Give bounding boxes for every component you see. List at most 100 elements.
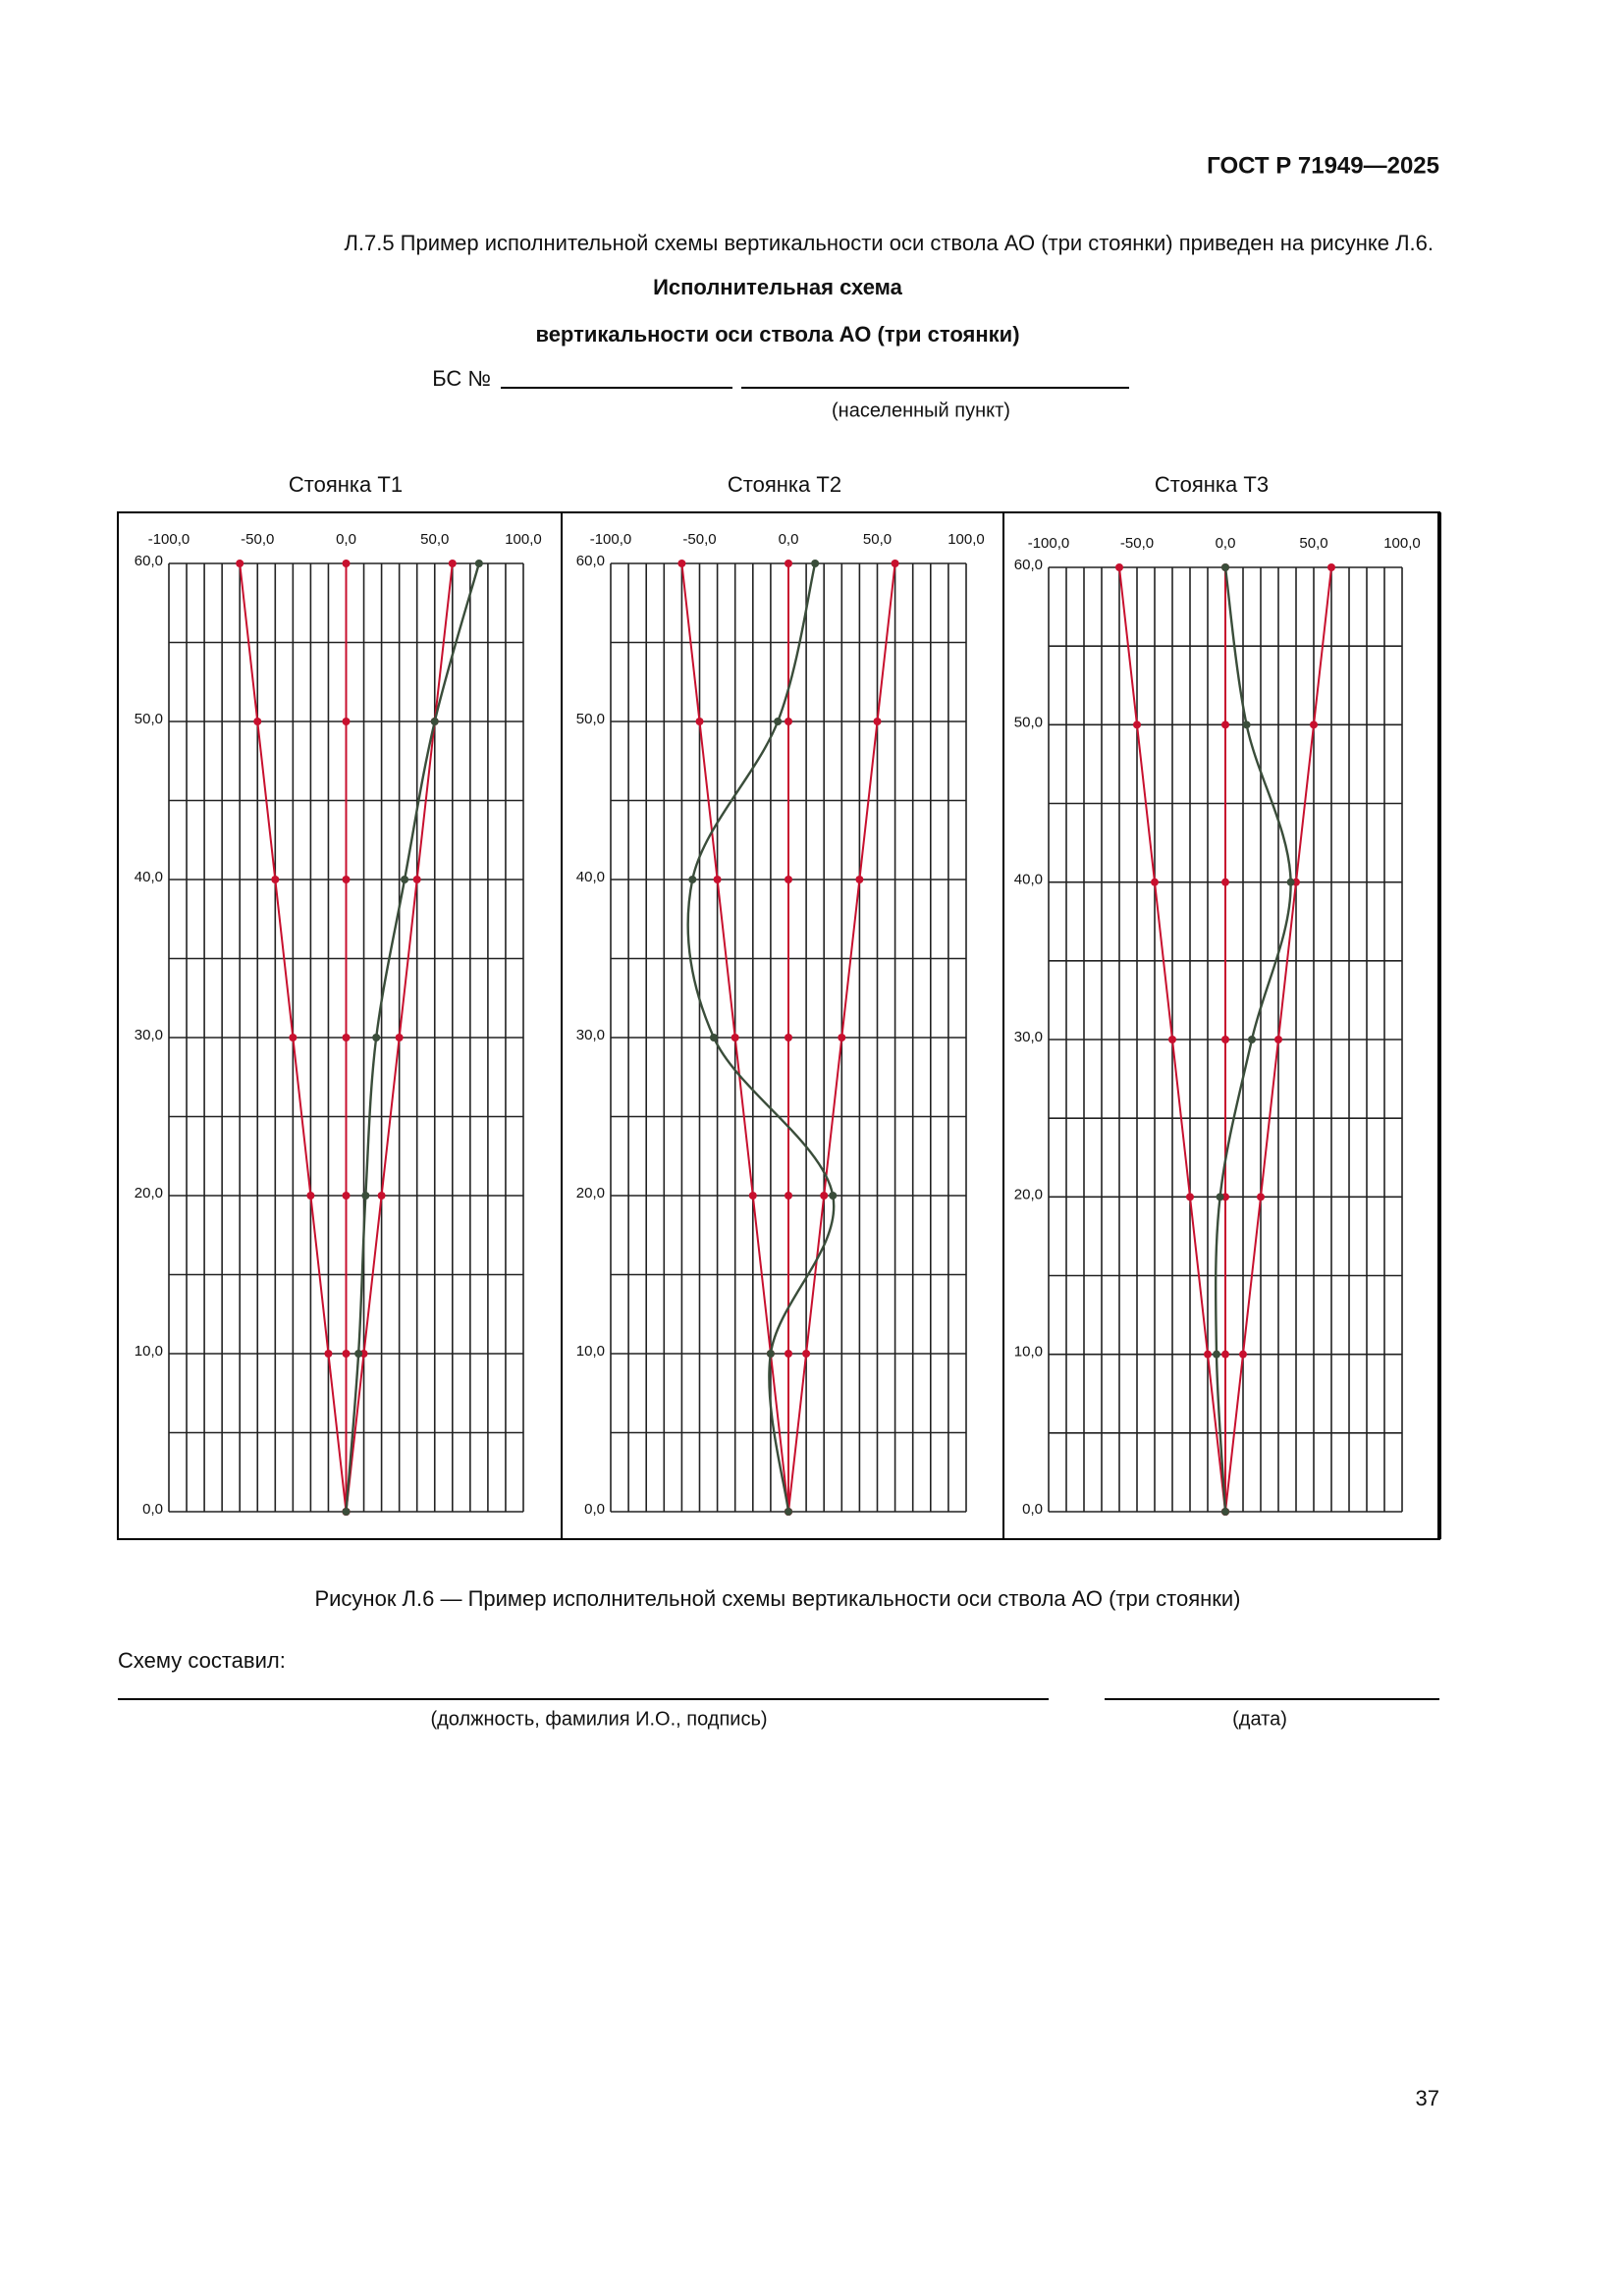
data-point bbox=[1168, 1036, 1176, 1043]
y-tick-label: 60,0 bbox=[135, 553, 163, 569]
data-point bbox=[1327, 563, 1335, 571]
x-tick-label: 100,0 bbox=[1383, 535, 1421, 552]
data-point bbox=[1216, 1193, 1224, 1201]
data-point bbox=[785, 1350, 792, 1358]
y-tick-label: 20,0 bbox=[135, 1185, 163, 1201]
data-point bbox=[342, 718, 351, 725]
figure-title: Исполнительная схема bbox=[653, 275, 903, 299]
data-point bbox=[811, 560, 820, 567]
figure-title: вертикальности оси ствола АО (три стоянк… bbox=[535, 322, 1019, 347]
data-point bbox=[838, 1034, 846, 1041]
x-tick-label: -100,0 bbox=[1028, 535, 1070, 552]
data-point bbox=[236, 560, 244, 567]
y-tick-label: 30,0 bbox=[135, 1027, 163, 1043]
y-tick-label: 40,0 bbox=[576, 869, 605, 885]
data-point bbox=[395, 1034, 404, 1041]
data-point bbox=[1213, 1350, 1220, 1359]
data-point bbox=[342, 876, 351, 883]
bs-caption: (населенный пункт) bbox=[832, 400, 1010, 421]
data-point bbox=[289, 1034, 298, 1041]
chart-title: Стоянка Т3 bbox=[1155, 472, 1269, 497]
data-point bbox=[695, 718, 704, 725]
data-point bbox=[372, 1034, 381, 1041]
data-point bbox=[785, 718, 792, 725]
data-point bbox=[1242, 721, 1251, 729]
x-tick-label: -50,0 bbox=[1120, 535, 1154, 552]
x-tick-label: 50,0 bbox=[420, 531, 449, 548]
data-point bbox=[1221, 563, 1229, 571]
data-point bbox=[785, 1034, 792, 1041]
data-point bbox=[785, 1192, 792, 1200]
data-point bbox=[1239, 1350, 1247, 1359]
y-tick-label: 10,0 bbox=[576, 1343, 605, 1360]
data-point bbox=[802, 1350, 811, 1358]
x-tick-label: 50,0 bbox=[1299, 535, 1327, 552]
date-caption: (дата) bbox=[1232, 1708, 1287, 1730]
figure-caption: Рисунок Л.6 — Пример исполнительной схем… bbox=[314, 1586, 1240, 1611]
data-point bbox=[342, 1192, 351, 1200]
x-tick-label: 50,0 bbox=[863, 531, 892, 548]
page-number: 37 bbox=[1416, 2086, 1439, 2110]
data-point bbox=[748, 1192, 757, 1200]
y-tick-label: 0,0 bbox=[1022, 1501, 1043, 1518]
data-point bbox=[1286, 878, 1295, 886]
data-point bbox=[401, 876, 409, 883]
data-point bbox=[855, 876, 864, 883]
data-point bbox=[709, 1034, 718, 1041]
y-tick-label: 10,0 bbox=[135, 1343, 163, 1360]
signature-label: Схему составил: bbox=[118, 1648, 286, 1673]
data-point bbox=[1133, 721, 1141, 729]
x-tick-label: -100,0 bbox=[148, 531, 190, 548]
x-tick-label: 0,0 bbox=[1216, 535, 1236, 552]
data-point bbox=[1204, 1350, 1212, 1359]
data-point bbox=[677, 560, 686, 567]
y-tick-label: 20,0 bbox=[576, 1185, 605, 1201]
data-point bbox=[785, 876, 792, 883]
data-point bbox=[873, 718, 882, 725]
data-point bbox=[1310, 721, 1318, 729]
data-point bbox=[271, 876, 280, 883]
data-point bbox=[1221, 721, 1229, 729]
figure-frame bbox=[117, 511, 1440, 1540]
data-point bbox=[342, 1350, 351, 1358]
data-point bbox=[713, 876, 722, 883]
data-point bbox=[253, 718, 262, 725]
y-tick-label: 40,0 bbox=[1014, 872, 1043, 888]
y-tick-label: 40,0 bbox=[135, 869, 163, 885]
y-tick-label: 50,0 bbox=[1014, 714, 1043, 730]
data-point bbox=[1248, 1036, 1256, 1043]
chart-title: Стоянка Т2 bbox=[728, 472, 841, 497]
data-point bbox=[766, 1350, 775, 1358]
data-point bbox=[688, 876, 697, 883]
data-point bbox=[306, 1192, 315, 1200]
data-point bbox=[377, 1192, 386, 1200]
x-tick-label: -50,0 bbox=[682, 531, 716, 548]
data-point bbox=[1151, 878, 1159, 886]
data-point bbox=[430, 718, 439, 725]
bs-label: БС № bbox=[432, 366, 491, 391]
y-tick-label: 0,0 bbox=[142, 1501, 163, 1518]
data-point bbox=[1221, 1508, 1229, 1516]
header-code: ГОСТ Р 71949—2025 bbox=[1207, 152, 1439, 179]
data-point bbox=[448, 560, 457, 567]
data-point bbox=[1186, 1193, 1194, 1201]
y-tick-label: 60,0 bbox=[1014, 557, 1043, 573]
y-tick-label: 10,0 bbox=[1014, 1344, 1043, 1361]
y-tick-label: 30,0 bbox=[576, 1027, 605, 1043]
data-point bbox=[1221, 878, 1229, 886]
data-point bbox=[785, 560, 792, 567]
data-point bbox=[731, 1034, 739, 1041]
chart-title: Стоянка Т1 bbox=[289, 472, 403, 497]
data-point bbox=[354, 1350, 363, 1358]
y-tick-label: 60,0 bbox=[576, 553, 605, 569]
y-tick-label: 50,0 bbox=[135, 711, 163, 727]
y-tick-label: 0,0 bbox=[584, 1501, 605, 1518]
data-point bbox=[361, 1192, 370, 1200]
data-point bbox=[342, 1508, 351, 1516]
x-tick-label: -100,0 bbox=[590, 531, 632, 548]
data-point bbox=[342, 1034, 351, 1041]
y-tick-label: 50,0 bbox=[576, 711, 605, 727]
data-point bbox=[324, 1350, 333, 1358]
